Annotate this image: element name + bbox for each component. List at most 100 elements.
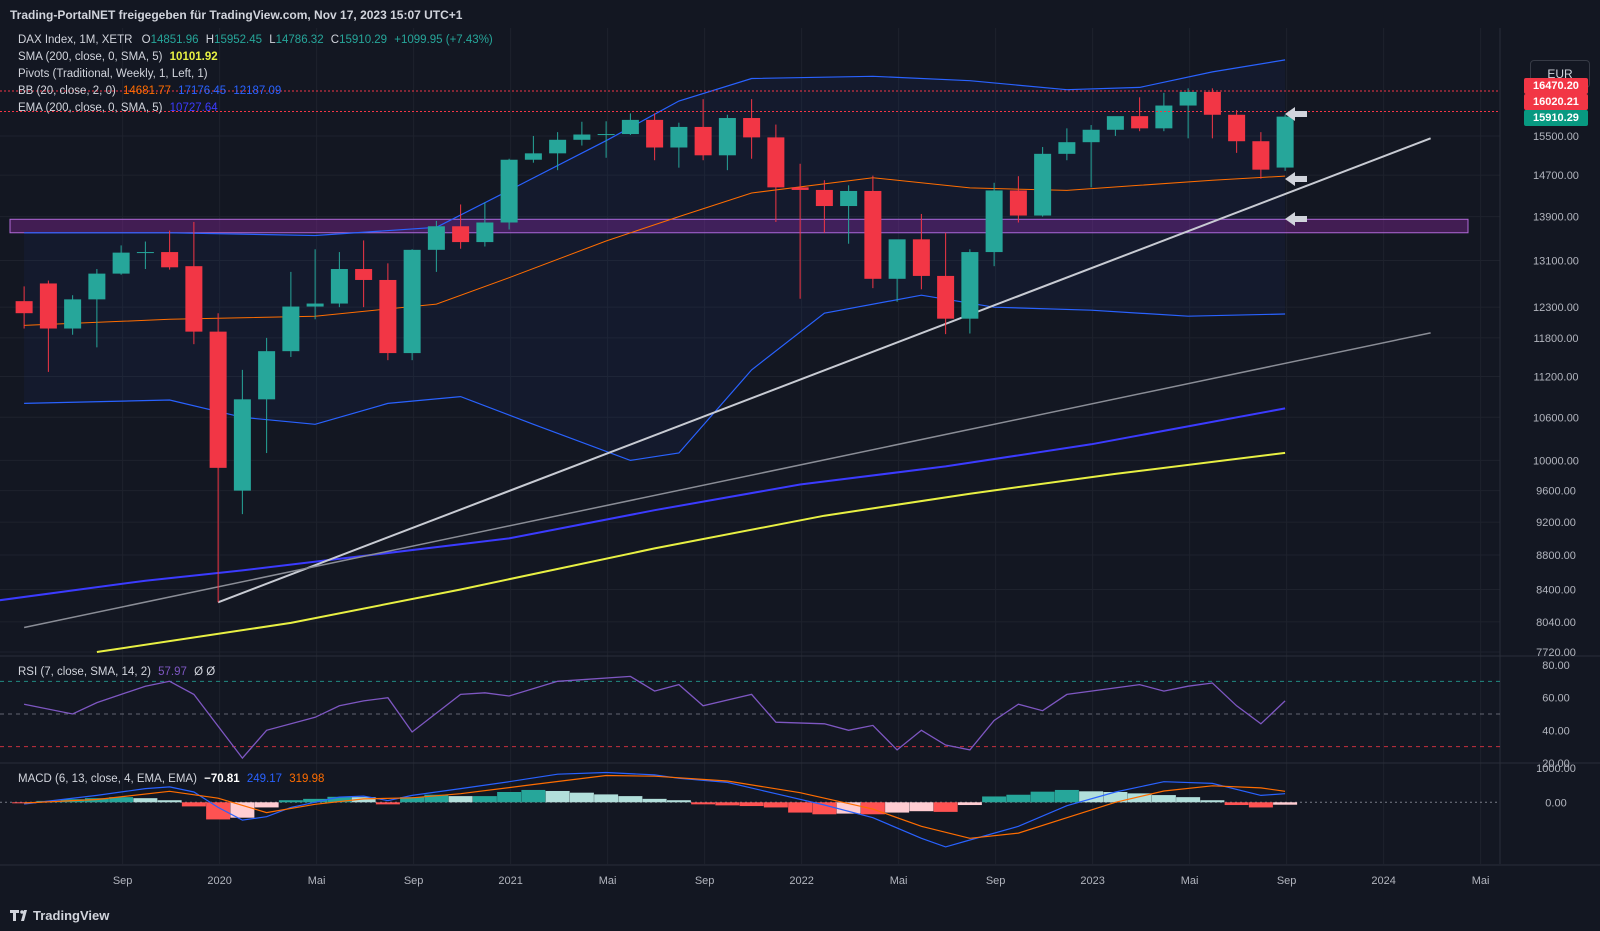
candle-body xyxy=(209,331,227,468)
macd-histogram-bar xyxy=(1248,802,1273,808)
candle-body xyxy=(355,269,373,280)
rsi-axis-label: 40.00 xyxy=(1542,725,1570,737)
macd-histogram-bar xyxy=(133,798,158,803)
annotation-arrows xyxy=(1285,107,1307,226)
macd-histogram-bar xyxy=(691,802,716,805)
candle-body xyxy=(1131,116,1149,129)
legend-rsi-extra: Ø Ø xyxy=(194,666,216,678)
price-axis-label: 9600.00 xyxy=(1536,486,1576,498)
legend-macd-row[interactable]: MACD (6, 13, close, 4, EMA, EMA) −70.81 … xyxy=(18,773,324,785)
macd-histogram-bar xyxy=(1127,793,1152,803)
bb-basis-line xyxy=(24,175,1286,326)
candle-body xyxy=(136,252,154,254)
candle-body xyxy=(646,119,664,148)
price-axis-label: 13100.00 xyxy=(1533,255,1579,267)
legend-symbol-row[interactable]: DAX Index, 1M, XETR O14851.96 H15952.45 … xyxy=(18,34,493,46)
candle-body xyxy=(961,252,979,319)
candle-body xyxy=(1276,116,1294,168)
legend-macd-label: MACD (6, 13, close, 4, EMA, EMA) xyxy=(18,773,197,785)
left-arrow-icon xyxy=(1285,212,1307,226)
footer: TradingView xyxy=(0,901,1600,931)
legend-low-label: L xyxy=(269,34,276,46)
legend-open: 14851.96 xyxy=(150,34,199,46)
macd-histogram-bar xyxy=(327,796,352,803)
price-tag-pivot-r1: 16020.21 xyxy=(1524,94,1588,110)
tradingview-logo-icon[interactable]: TradingView xyxy=(8,901,128,931)
left-arrow-icon xyxy=(1285,107,1307,121)
legend-sma-value: 10101.92 xyxy=(169,51,218,63)
macd-histogram-bar xyxy=(230,802,255,818)
legend-bb-row[interactable]: BB (20, close, 2, 0) 14681.77 17176.45 1… xyxy=(18,85,281,97)
price-axis-label: 14700.00 xyxy=(1533,170,1579,182)
macd-histogram-bar xyxy=(303,798,328,803)
macd-histogram-bar xyxy=(1273,802,1298,805)
chart-svg[interactable]: 15500.00 14700.00 13900.00 13100.00 12300.00… xyxy=(0,28,1600,901)
candle-body xyxy=(39,283,57,329)
price-axis-label: 11800.00 xyxy=(1533,333,1578,345)
macd-histogram-bar xyxy=(569,792,594,803)
legend-ema-row[interactable]: EMA (200, close, 0, SMA, 5) 10727.64 xyxy=(18,102,218,114)
rsi-axis-label: 80.00 xyxy=(1542,660,1570,672)
macd-histogram-bar xyxy=(375,802,400,805)
macd-histogram-bar xyxy=(472,796,497,803)
legend-ema-value: 10727.64 xyxy=(169,102,218,114)
macd-histogram-bar xyxy=(254,802,279,808)
macd-histogram-bar xyxy=(278,800,303,803)
macd-histogram-bar xyxy=(788,802,813,813)
macd-histogram-bar xyxy=(957,802,982,806)
chart-area[interactable]: 15500.00 14700.00 13900.00 13100.00 12300.00… xyxy=(0,28,1600,901)
time-axis-label: Sep xyxy=(1277,875,1297,887)
candle-body xyxy=(1203,91,1221,115)
rsi-axis-label: 20.00 xyxy=(1542,758,1570,770)
share-text: Trading-PortalNET freigegeben für Tradin… xyxy=(10,8,463,22)
legend-rsi-label: RSI (7, close, SMA, 14, 2) xyxy=(18,666,151,678)
candles xyxy=(15,88,1294,603)
candle-body xyxy=(1179,91,1197,106)
legend-rsi-row[interactable]: RSI (7, close, SMA, 14, 2) 57.97 Ø Ø xyxy=(18,666,215,678)
legend-sma-label: SMA (200, close, 0, SMA, 5) xyxy=(18,51,163,63)
candle-body xyxy=(597,134,615,136)
candle-body xyxy=(379,279,397,354)
legend-pivots-label: Pivots (Traditional, Weekly, 1, Left, 1) xyxy=(18,68,208,80)
macd-histogram-bar xyxy=(763,802,788,808)
legend-bb-label: BB (20, close, 2, 0) xyxy=(18,85,116,97)
time-axis-label: Sep xyxy=(986,875,1006,887)
candle-body xyxy=(670,126,688,148)
macd-histogram-bar xyxy=(424,794,449,803)
macd-histogram-bar xyxy=(982,796,1007,803)
candle-body xyxy=(815,189,833,207)
legend-ema-label: EMA (200, close, 0, SMA, 5) xyxy=(18,102,163,114)
legend-bb-basis: 14681.77 xyxy=(123,85,171,97)
candle-body xyxy=(500,159,518,223)
candle-body xyxy=(985,190,1003,253)
candle-body xyxy=(864,190,882,279)
macd-histogram-bar xyxy=(109,797,134,803)
legend-sma-row[interactable]: SMA (200, close, 0, SMA, 5) 10101.92 xyxy=(18,51,218,63)
candle-body xyxy=(15,301,33,314)
macd-line xyxy=(24,771,1286,848)
tradingview-logo-text: TradingView xyxy=(33,908,110,923)
price-axis-label: 10000.00 xyxy=(1533,455,1579,467)
candle-body xyxy=(791,187,809,190)
support-zone xyxy=(9,218,1469,234)
legend-macd-signal: 319.98 xyxy=(289,773,325,785)
legend-bb-upper: 17176.45 xyxy=(178,85,227,97)
macd-histogram-bar xyxy=(497,792,522,803)
candle-body xyxy=(233,399,251,491)
macd-signal-line xyxy=(24,774,1286,839)
ema-200-line xyxy=(0,407,1286,602)
macd-histogram-bar xyxy=(642,798,667,803)
price-tag-last: 15910.29 xyxy=(1524,110,1588,126)
legend-pivots-row[interactable]: Pivots (Traditional, Weekly, 1, Left, 1) xyxy=(18,68,208,80)
candle-body xyxy=(718,118,736,156)
candle-body xyxy=(621,119,639,135)
left-arrow-icon xyxy=(1285,172,1307,186)
macd-histogram-bar xyxy=(618,796,643,803)
time-axis-label: 2024 xyxy=(1371,875,1395,887)
time-axis-label: Mai xyxy=(890,875,908,887)
time-axis-label: 2021 xyxy=(498,875,522,887)
candle-body xyxy=(427,226,445,250)
time-axis-label: Mai xyxy=(308,875,326,887)
bb-upper-line xyxy=(24,59,1286,237)
support-zone-layer xyxy=(9,218,1469,234)
